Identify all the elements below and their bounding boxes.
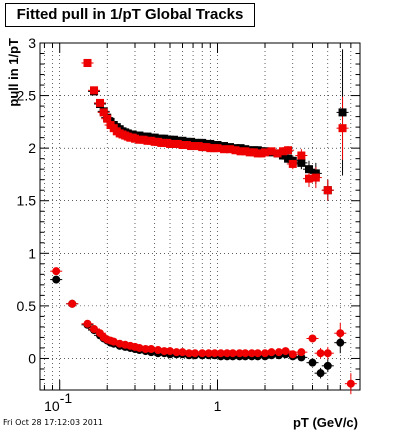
data-point-circle [178,348,187,357]
data-point-square [304,165,313,174]
data-point-square [304,174,313,183]
data-point-square [99,108,108,117]
data-point-circle [267,348,276,357]
data-point-square [323,186,332,195]
y-tick-label: 1 [28,245,36,261]
data-point-circle [308,358,317,367]
data-point-square [231,146,240,155]
data-point-square [135,135,144,144]
data-point-circle [253,349,262,358]
data-point-circle [154,346,163,355]
x-tick-label-exponent: -1 [60,390,73,406]
data-point-circle [135,343,144,352]
y-tick-label: 3 [28,35,36,51]
data-point-square [284,146,293,155]
data-point-circle [190,349,199,358]
data-point-square [338,108,347,117]
data-markers [52,58,355,388]
data-point-square [173,139,182,148]
data-point-circle [281,347,290,356]
data-point-square [284,154,293,163]
y-tick-label: 0.5 [17,298,37,314]
y-axis-title: pull in 1/pT [6,38,21,107]
data-point-square [311,173,320,182]
data-point-square [288,159,297,168]
data-point-circle [336,329,345,338]
data-point-circle [297,348,306,357]
data-point-circle [223,349,232,358]
data-point-circle [52,275,61,284]
data-point-square [236,147,245,156]
data-point-square [135,131,144,140]
tick-labels: 0 0.5 1 1.5 2 2.5 3 10 -1 1 [17,35,222,414]
data-point-circle [204,349,213,358]
data-point-square [311,169,320,178]
data-point-circle [160,347,169,356]
data-point-circle [90,325,99,334]
data-point-circle [166,347,175,356]
data-point-circle [235,349,244,358]
data-point-square [220,145,229,154]
data-point-circle [185,349,194,358]
data-point-square [245,148,254,157]
data-point-circle [83,319,92,328]
data-point-circle [247,349,256,358]
data-point-circle [241,349,250,358]
data-point-square [338,124,347,133]
data-point-circle [141,344,150,353]
data-point-square [182,140,191,149]
data-point-square [278,151,287,160]
data-point-circle [288,350,297,359]
data-point-circle [228,349,237,358]
data-point-circle [261,349,270,358]
x-tick-label: 1 [214,398,222,414]
axis-ticks [40,42,361,391]
data-point-circle [316,369,325,378]
data-point-square [297,151,306,160]
data-point-square [225,145,234,154]
y-tick-label: 1.5 [17,193,37,209]
chart-title: Fitted pull in 1/pT Global Tracks [16,6,244,23]
y-tick-label: 0 [28,350,36,366]
data-point-square [83,58,92,67]
data-point-circle [216,349,225,358]
data-point-circle [198,349,207,358]
data-point-square [130,134,139,143]
data-point-circle [336,338,345,347]
y-tick-label: 2 [28,140,36,156]
data-point-square [90,86,99,95]
data-point-square [178,140,187,149]
data-point-circle [172,348,181,357]
data-point-circle [346,379,355,388]
y-tick-label: 2.5 [17,88,37,104]
x-axis-title: pT (GeV/c) [293,415,358,430]
data-point-square [103,114,112,123]
data-point-circle [323,349,332,358]
timestamp-footer: Fri Oct 28 17:12:03 2011 [3,418,104,427]
x-tick-label: 10 [44,398,60,414]
data-point-square [95,98,104,107]
data-point-square [267,147,276,156]
data-point-square [178,136,187,145]
data-point-square [213,144,222,153]
data-point-square [278,147,287,156]
data-point-square [273,149,282,158]
data-point-circle [68,299,77,308]
data-point-square [198,143,207,152]
chart-title-box: Fitted pull in 1/pT Global Tracks [5,3,255,27]
data-point-square [241,147,250,156]
data-point-circle [274,348,283,357]
data-point-circle [147,344,156,353]
data-point-circle [323,361,332,370]
data-point-circle [308,334,317,343]
data-point-square [261,148,270,157]
data-point-square [297,158,306,167]
data-point-circle [316,349,325,358]
data-point-circle [52,267,61,276]
data-point-circle [210,349,219,358]
